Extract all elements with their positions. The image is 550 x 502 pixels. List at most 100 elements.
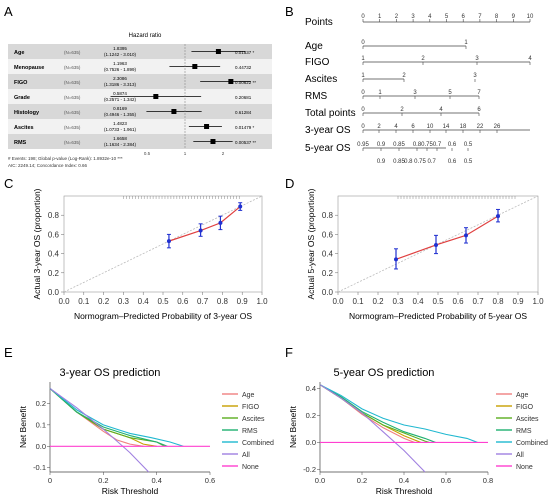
calibration-point — [218, 220, 223, 225]
nomogram-tick-label: 2 — [400, 107, 404, 113]
forest-footer-events: # Events: 198; Global p-value (Log-Rank)… — [8, 156, 123, 161]
y-tick-label: 0.2 — [306, 411, 316, 420]
forest-p-value: 0.01479 * — [235, 125, 255, 130]
x-tick-label: 0.3 — [392, 297, 404, 306]
series-line-rms — [319, 384, 436, 443]
calibration-point — [198, 228, 203, 233]
panel-letter-b: B — [285, 4, 294, 19]
nomogram-tick-label: 3 — [411, 14, 415, 20]
nomogram-tick-label: 3 — [473, 73, 477, 79]
panel-letter-a: A — [4, 4, 13, 19]
forest-variable-label: FIGO — [14, 80, 28, 86]
legend-label: Combined — [516, 440, 548, 447]
nomogram-tick-label: 6 — [477, 107, 481, 113]
calibration-chart-3year: 0.0 0.1 0.2 0.3 0.4 0.5 0.6 0.7 0.8 0.9 1.0 0.0 0.2 0… — [32, 188, 268, 321]
forest-axis-tick: 2 — [222, 151, 225, 156]
forest-ci-value: (1.1634 - 2.384) — [104, 142, 137, 147]
nomogram-tick-label: 0 — [361, 14, 365, 20]
x-tick-label: 1.0 — [256, 297, 268, 306]
x-tick-label: 0.6 — [177, 297, 189, 306]
calibration-point — [166, 239, 171, 244]
forest-hr-value: 1.1963 — [113, 61, 127, 66]
y-tick-label: 0.0 — [36, 442, 46, 451]
x-axis-label: Risk Threshold — [376, 486, 433, 496]
x-axis-label: Normogram–Predicted Probability of 5-yea… — [349, 311, 527, 321]
nomogram-row-label: Total points — [305, 108, 356, 119]
panel-letter-c: C — [4, 176, 13, 191]
forest-row-bg — [8, 74, 272, 89]
nomogram-row-label: Age — [305, 41, 323, 52]
x-tick-label: 0 — [48, 476, 52, 485]
nomogram-tick-label: 1 — [464, 40, 468, 46]
y-tick-label: -0.1 — [33, 463, 46, 472]
x-tick-label: 0.8 — [483, 476, 493, 485]
nomogram-tick-label: 14 — [443, 124, 450, 130]
forest-row-bg — [8, 59, 272, 74]
x-tick-label: 0.6 — [452, 297, 464, 306]
nomogram-tick-label: 6 — [462, 14, 466, 20]
y-tick-label: 0.6 — [322, 230, 334, 239]
ideal-diagonal — [337, 195, 539, 293]
legend-label: All — [242, 452, 250, 459]
forest-hr-value: 0.5874 — [113, 91, 127, 96]
legend-label: Age — [516, 392, 529, 399]
forest-row-bg — [8, 134, 272, 149]
forest-hr-marker — [153, 94, 159, 99]
series-line-rms — [49, 388, 168, 447]
forest-hr-marker — [171, 109, 177, 114]
nomogram-tick-label: 2 — [395, 14, 399, 20]
nomogram-tick-label: 0.95 — [357, 142, 369, 148]
nomogram-extra-tick-label: 0.6 — [448, 159, 457, 165]
forest-n-label: (N=635) — [64, 80, 81, 85]
forest-n-label: (N=635) — [64, 65, 81, 70]
series-line-all — [319, 384, 426, 473]
y-tick-label: 0.2 — [48, 269, 60, 278]
forest-ci-value: (1.1242 - 3.010) — [104, 52, 137, 57]
legend-label: RMS — [242, 428, 258, 435]
nomogram-row-label: 3-year OS — [305, 125, 351, 136]
y-axis-label: Net Benefit — [288, 405, 298, 448]
x-tick-label: 0.1 — [352, 297, 364, 306]
nomogram-tick-label: 0 — [361, 124, 365, 130]
forest-hr-value: 1.4823 — [113, 121, 127, 126]
forest-hr-marker — [204, 124, 210, 129]
forest-ci-value: (1.0733 - 1.961) — [104, 127, 137, 132]
nomogram-tick-label: 4 — [394, 124, 398, 130]
forest-ci-value: (0.7526 - 1.899) — [104, 67, 137, 72]
nomogram-tick-label: 2 — [421, 56, 425, 62]
nomogram-tick-label: 0 — [361, 107, 365, 113]
forest-title: Hazard ratio — [129, 33, 162, 39]
panel-letter-d: D — [285, 176, 294, 191]
forest-variable-label: Menopause — [14, 65, 44, 71]
nomogram-tick-label: 0 — [361, 40, 365, 46]
y-tick-label: 0.4 — [48, 250, 60, 259]
legend-label: All — [516, 452, 524, 459]
nomogram-tick-label: 0.8 — [413, 142, 422, 148]
nomogram-tick-label: 3 — [475, 56, 479, 62]
y-tick-label: 0.4 — [306, 384, 316, 393]
forest-p-value: 0.20681 — [235, 95, 252, 100]
forest-p-value: 0.01537 * — [235, 50, 255, 55]
x-tick-label: 0.2 — [357, 476, 367, 485]
series-line-combined — [49, 388, 184, 447]
nomogram-tick-label: 0.75 — [421, 142, 433, 148]
forest-n-label: (N=635) — [64, 95, 81, 100]
legend-label: None — [242, 464, 259, 471]
y-tick-label: 0.0 — [322, 288, 334, 297]
nomogram-tick-label: 10 — [527, 14, 534, 20]
forest-row-bg — [8, 44, 272, 59]
forest-row-bg — [8, 119, 272, 134]
forest-n-label: (N=635) — [64, 125, 81, 130]
y-tick-label: 0.2 — [322, 269, 334, 278]
forest-p-value: 0.61284 — [235, 110, 252, 115]
nomogram-row-label: RMS — [305, 91, 328, 102]
x-tick-label: 0.4 — [138, 297, 150, 306]
x-axis-label: Normogram–Predicted Probability of 3-yea… — [74, 311, 252, 321]
dca-title: 3-year OS prediction — [60, 367, 161, 379]
legend-label: RMS — [516, 428, 532, 435]
legend-label: Ascites — [516, 416, 539, 423]
forest-n-label: (N=635) — [64, 50, 81, 55]
panel-letter-e: E — [4, 345, 13, 360]
nomogram-tick-label: 1 — [378, 14, 382, 20]
x-tick-label: 0.4 — [399, 476, 409, 485]
